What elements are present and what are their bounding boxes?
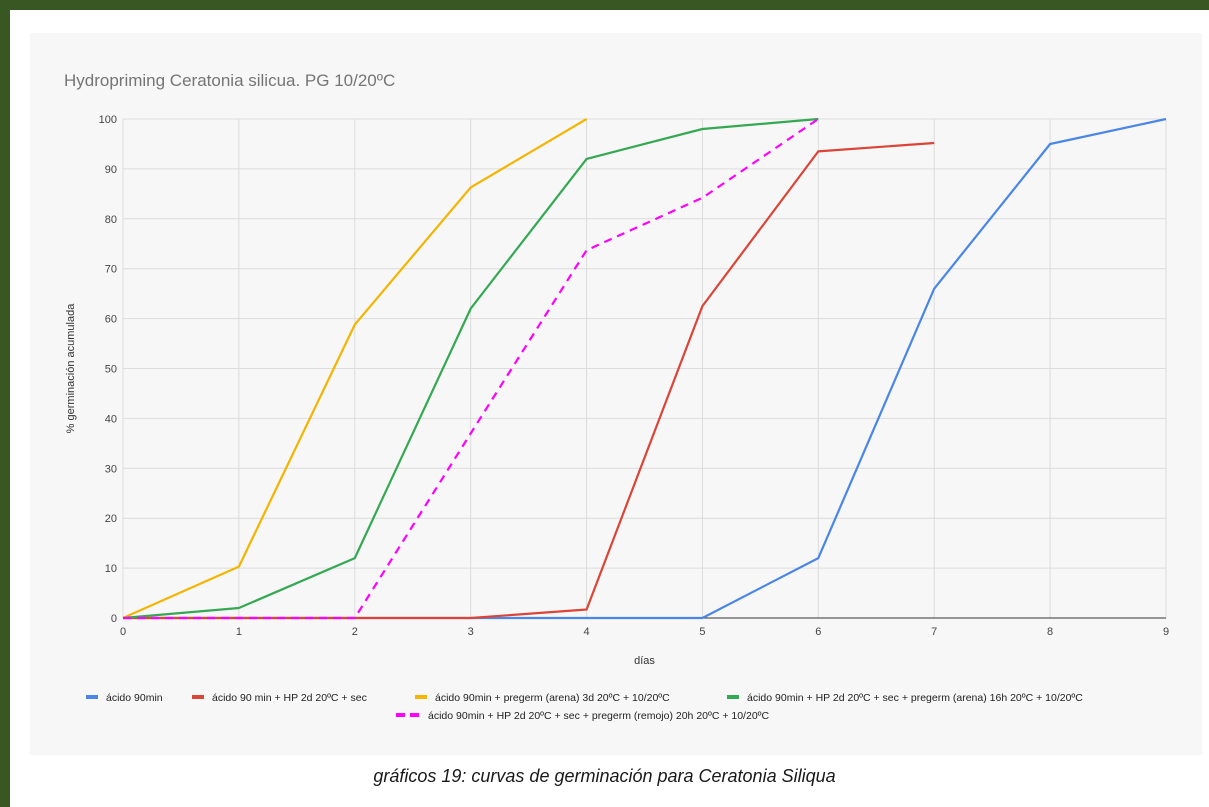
y-tick-label: 20 xyxy=(105,513,117,525)
x-tick-label: 5 xyxy=(699,626,705,638)
y-tick-label: 80 xyxy=(105,214,117,226)
legend-label-5: ácido 90min + HP 2d 20ºC + sec + pregerm… xyxy=(428,710,769,722)
x-tick-label: 3 xyxy=(468,626,474,638)
y-axis-label: % germinación acumulada xyxy=(65,303,77,434)
legend-label-3: ácido 90min + pregerm (arena) 3d 20ºC + … xyxy=(435,692,670,704)
y-tick-label: 60 xyxy=(105,314,117,326)
y-tick-label: 100 xyxy=(99,114,117,126)
chart-title: Hydropriming Ceratonia silicua. PG 10/20… xyxy=(64,71,395,90)
y-tick-label: 30 xyxy=(105,463,117,475)
series-line-3 xyxy=(122,118,588,620)
chart-panel: Hydropriming Ceratonia silicua. PG 10/20… xyxy=(30,33,1202,755)
line-chart: Hydropriming Ceratonia silicua. PG 10/20… xyxy=(64,71,1169,722)
series-line-4 xyxy=(122,117,819,620)
y-tick-label: 90 xyxy=(105,164,117,176)
legend-label-2: ácido 90 min + HP 2d 20ºC + sec xyxy=(212,692,367,704)
series-line-5 xyxy=(123,118,819,620)
x-tick-label: 8 xyxy=(1047,626,1053,638)
x-axis-label: días xyxy=(634,655,655,667)
y-tick-label: 0 xyxy=(111,613,117,625)
legend-label-4: ácido 90min + HP 2d 20ºC + sec + pregerm… xyxy=(747,692,1083,704)
x-tick-label: 6 xyxy=(815,626,821,638)
y-tick-label: 40 xyxy=(105,413,117,425)
legend-label-1: ácido 90min xyxy=(106,692,163,704)
figure-caption: gráficos 19: curvas de germinación para … xyxy=(373,766,836,786)
series-line-2 xyxy=(123,141,935,620)
x-tick-label: 1 xyxy=(236,626,242,638)
x-tick-label: 9 xyxy=(1163,626,1169,638)
y-tick-label: 50 xyxy=(105,364,117,376)
y-tick-label: 10 xyxy=(105,563,117,575)
x-tick-label: 2 xyxy=(352,626,358,638)
x-tick-label: 7 xyxy=(931,626,937,638)
y-tick-label: 70 xyxy=(105,264,117,276)
x-tick-label: 0 xyxy=(120,626,126,638)
x-tick-label: 4 xyxy=(583,626,589,638)
